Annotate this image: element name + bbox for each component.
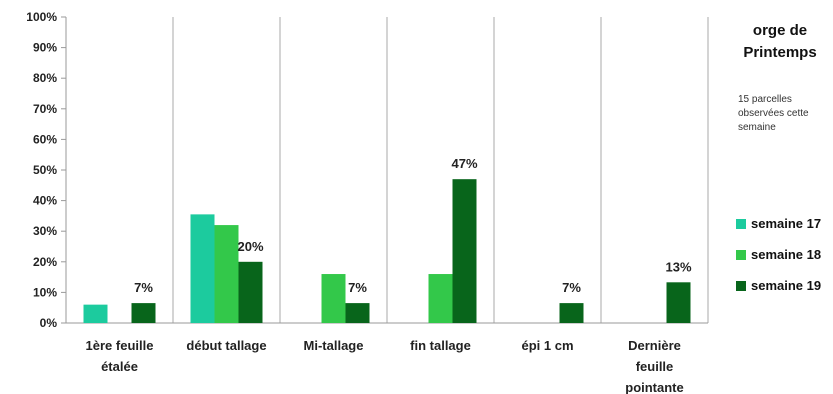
bar [190, 214, 215, 323]
legend-label: semaine 17 [751, 216, 822, 231]
bar [131, 303, 156, 323]
y-tick-label: 50% [33, 163, 57, 177]
y-tick-label: 80% [33, 71, 57, 85]
data-labels: 7% 20% 7% 47% 7% 13% [134, 156, 692, 295]
x-tick-label: Mi-tallage [304, 338, 364, 353]
legend: semaine 17 semaine 18 semaine 19 [736, 208, 833, 301]
y-tick-label: 20% [33, 255, 57, 269]
bar [559, 303, 584, 323]
data-label: 20% [237, 239, 263, 254]
y-tick-label: 100% [26, 10, 57, 24]
y-tick-label: 0% [40, 316, 58, 330]
x-tick-label: 1ère feuille étalée [86, 338, 154, 374]
bar [428, 274, 453, 323]
bars [83, 179, 691, 323]
legend-swatch [736, 280, 746, 291]
legend-swatch [736, 218, 746, 229]
data-label: 13% [665, 259, 691, 274]
x-tick-label: fin tallage [410, 338, 471, 353]
y-tick-label: 60% [33, 132, 57, 146]
legend-item-semaine-17: semaine 17 [736, 208, 833, 239]
data-label: 47% [451, 156, 477, 171]
bar [83, 304, 108, 323]
x-axis: 1ère feuille étalée début tallage Mi-tallag… [66, 322, 708, 394]
legend-swatch [736, 249, 746, 260]
bar [214, 225, 239, 323]
y-tick-label: 70% [33, 102, 57, 116]
y-axis: 0% 10% 20% 30% 40% 50% 60% 70% 80% 90% 100% [26, 10, 67, 330]
category-separators [172, 17, 709, 323]
legend-item-semaine-19: semaine 19 [736, 270, 833, 301]
bar [321, 274, 346, 323]
x-tick-label: Dernière feuille pointante [625, 338, 684, 394]
chart-title: orge de Printemps [743, 22, 817, 61]
x-tick-label: début tallage [186, 338, 266, 353]
bar [452, 179, 477, 323]
bar [666, 282, 691, 323]
chart-subtitle: 15 parcelles observées cette semaine [738, 94, 809, 133]
x-tick-label: épi 1 cm [521, 338, 573, 353]
bar [238, 261, 263, 323]
legend-item-semaine-18: semaine 18 [736, 239, 833, 270]
data-label: 7% [562, 280, 581, 295]
y-tick-label: 30% [33, 224, 57, 238]
y-tick-label: 90% [33, 41, 57, 55]
data-label: 7% [134, 280, 153, 295]
legend-label: semaine 19 [751, 278, 822, 293]
data-label: 7% [348, 280, 367, 295]
legend-label: semaine 18 [751, 247, 822, 262]
bar [345, 303, 370, 323]
y-tick-label: 10% [33, 285, 57, 299]
y-tick-label: 40% [33, 194, 57, 208]
